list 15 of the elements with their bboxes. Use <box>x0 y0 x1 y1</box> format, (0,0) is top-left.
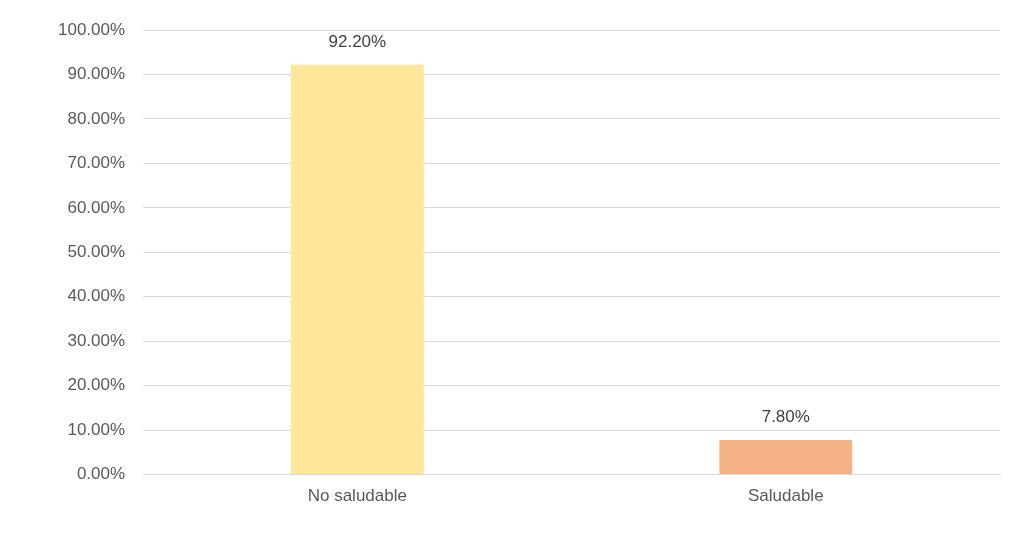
y-tick-label: 80.00% <box>67 108 126 128</box>
x-tick-label: No saludable <box>307 486 407 506</box>
y-tick-label: 70.00% <box>67 153 126 173</box>
y-tick-label: 40.00% <box>67 286 126 306</box>
data-label: 92.20% <box>328 31 387 51</box>
y-tick-label: 20.00% <box>67 375 126 395</box>
x-tick-label: Saludable <box>747 486 824 506</box>
y-tick-label: 0.00% <box>76 464 126 484</box>
y-tick-label: 100.00% <box>57 19 126 39</box>
y-tick-label: 60.00% <box>67 197 126 217</box>
y-tick-label: 30.00% <box>67 330 126 350</box>
y-tick-label: 90.00% <box>67 64 126 84</box>
y-tick-label: 10.00% <box>67 419 126 439</box>
y-tick-label: 50.00% <box>67 241 126 261</box>
data-label: 7.80% <box>761 407 810 427</box>
